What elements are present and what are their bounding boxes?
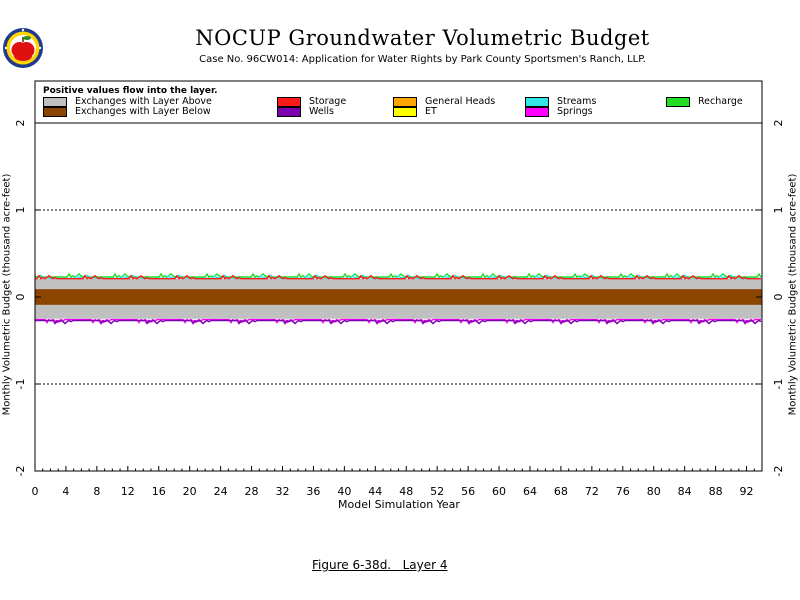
x-tick-label: 76: [616, 485, 630, 498]
x-tick-label: 8: [93, 485, 100, 498]
legend-item: Exchanges with Layer Above: [43, 96, 212, 107]
series-band: [35, 289, 762, 305]
legend-swatch: [277, 106, 301, 117]
y-tick-label-left: 2: [14, 120, 27, 127]
y-tick-label-left: -1: [14, 379, 27, 390]
series-line: [35, 318, 761, 324]
legend-swatch: [393, 96, 417, 107]
y-tick-label-right: -2: [772, 466, 785, 477]
x-tick-label: 12: [121, 485, 135, 498]
x-tick-label: 52: [430, 485, 444, 498]
legend-item: Springs: [525, 106, 593, 117]
x-axis-label: Model Simulation Year: [338, 498, 460, 511]
legend-label: ET: [425, 106, 437, 117]
chart-subtitle: Case No. 96CW014: Application for Water …: [199, 54, 646, 65]
legend-swatch: [43, 106, 67, 117]
y-tick-label-right: 0: [772, 294, 785, 301]
y-tick-label-left: -2: [14, 466, 27, 477]
legend-swatch: [393, 106, 417, 117]
legend-note: Positive values flow into the layer.: [43, 86, 218, 96]
y-tick-label-right: 2: [772, 120, 785, 127]
series-line: [35, 274, 761, 280]
x-tick-label: 60: [492, 485, 506, 498]
legend-item: Recharge: [666, 96, 743, 107]
y-tick-label-left: 0: [14, 294, 27, 301]
legend-label: Streams: [557, 96, 597, 107]
y-tick-label-left: 1: [14, 207, 27, 214]
x-tick-label: 92: [740, 485, 754, 498]
x-tick-label: 36: [306, 485, 320, 498]
series-line: [35, 319, 762, 325]
x-tick-label: 48: [399, 485, 413, 498]
x-tick-label: 32: [275, 485, 289, 498]
x-tick-label: 80: [647, 485, 661, 498]
legend-swatch: [525, 96, 549, 107]
legend-label: General Heads: [425, 96, 496, 107]
legend-label: Springs: [557, 106, 593, 117]
x-tick-label: 20: [183, 485, 197, 498]
legend-item: Wells: [277, 106, 334, 117]
y-axis-label-left: Monthly Volumetric Budget (thousand acre…: [1, 173, 13, 416]
figure-caption: Figure 6-38d. Layer 4: [312, 558, 448, 572]
x-tick-label: 68: [554, 485, 568, 498]
legend-swatch: [43, 96, 67, 107]
x-tick-label: 64: [523, 485, 537, 498]
apple-logo-icon: [3, 28, 43, 68]
legend-label: Exchanges with Layer Below: [75, 106, 211, 117]
y-tick-label-right: 1: [772, 207, 785, 214]
legend-label: Exchanges with Layer Above: [75, 96, 212, 107]
legend-label: Storage: [309, 96, 347, 107]
legend-swatch: [277, 96, 301, 107]
legend-label: Wells: [309, 106, 334, 117]
x-tick-label: 56: [461, 485, 475, 498]
x-tick-label: 24: [214, 485, 228, 498]
legend-item: Storage: [277, 96, 346, 107]
x-tick-label: 0: [32, 485, 39, 498]
x-tick-label: 28: [245, 485, 259, 498]
legend-item: Exchanges with Layer Below: [43, 106, 211, 117]
legend-item: Streams: [525, 96, 596, 107]
legend-item: ET: [393, 106, 437, 117]
y-axis-label-right: Monthly Volumetric Budget (thousand acre…: [787, 173, 799, 416]
x-tick-label: 44: [368, 485, 382, 498]
legend-item: General Heads: [393, 96, 495, 107]
legend-swatch: [666, 96, 690, 107]
x-tick-label: 88: [709, 485, 723, 498]
x-tick-label: 4: [62, 485, 69, 498]
chart-title: NOCUP Groundwater Volumetric Budget: [195, 26, 650, 50]
legend-swatch: [525, 106, 549, 117]
x-tick-label: 72: [585, 485, 599, 498]
x-tick-label: 40: [337, 485, 351, 498]
x-tick-label: 16: [152, 485, 166, 498]
x-tick-label: 84: [678, 485, 692, 498]
y-tick-label-right: -1: [772, 379, 785, 390]
legend-label: Recharge: [698, 96, 743, 107]
